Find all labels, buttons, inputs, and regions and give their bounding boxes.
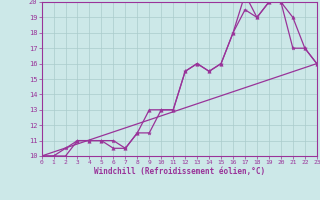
X-axis label: Windchill (Refroidissement éolien,°C): Windchill (Refroidissement éolien,°C) xyxy=(94,167,265,176)
